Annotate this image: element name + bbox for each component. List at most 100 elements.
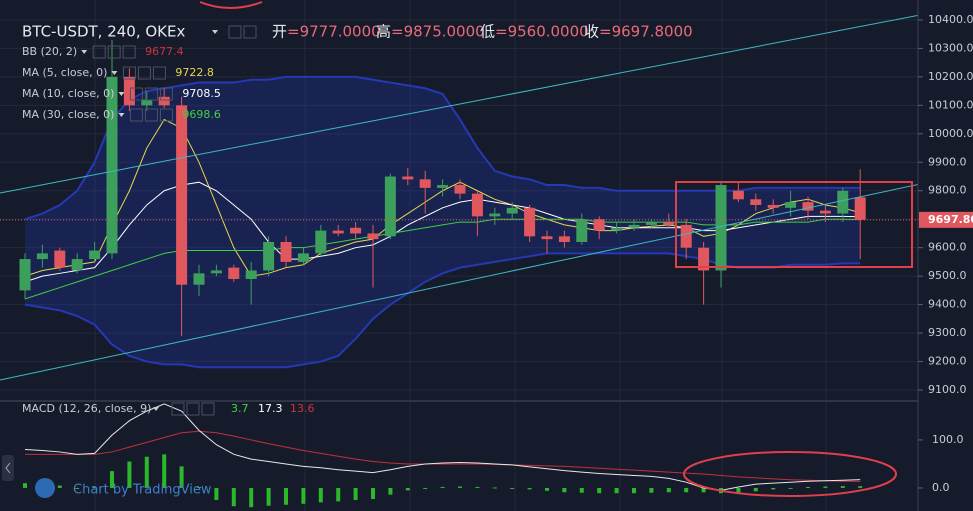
ohlc-value: =9697.8000: [599, 23, 693, 41]
histogram-bar: [753, 487, 758, 492]
candle-body: [645, 222, 657, 225]
candle-body: [732, 190, 744, 200]
candle-body: [176, 105, 188, 285]
candle-body: [158, 96, 170, 106]
indicator-button[interactable]: [107, 45, 121, 59]
candle-body: [663, 222, 675, 225]
last-price-tag: [919, 211, 973, 228]
histogram-bar: [127, 461, 132, 488]
candle-body: [715, 185, 727, 271]
histogram-bar: [788, 487, 793, 489]
indicator-button[interactable]: [159, 87, 173, 101]
candle-body: [819, 210, 831, 214]
candle-body: [315, 230, 327, 254]
candle-body: [71, 259, 83, 271]
histogram-bar: [771, 487, 776, 490]
candle-body: [437, 185, 449, 188]
ohlc-value: =9875.0000: [391, 23, 485, 41]
histogram-bar: [840, 486, 845, 488]
histogram-bar: [458, 486, 462, 488]
indicator-value: 9698.6: [182, 108, 221, 121]
price-pane: [0, 19, 918, 391]
candle-body: [454, 185, 466, 194]
scroll-button[interactable]: [2, 455, 14, 481]
candle-body: [785, 202, 797, 208]
indicator-button[interactable]: [186, 402, 200, 416]
histogram-bar: [858, 486, 863, 488]
candle-body: [384, 176, 396, 237]
indicator-button[interactable]: [159, 108, 173, 122]
indicator-button[interactable]: [171, 402, 185, 416]
histogram-bar: [527, 487, 532, 490]
y-tick-label: 10200.0: [928, 70, 973, 83]
dropdown: [153, 407, 159, 411]
indicator-button[interactable]: [122, 45, 136, 59]
candle-body: [628, 224, 640, 228]
candle-body: [123, 76, 135, 106]
dropdown: [118, 113, 125, 117]
histogram-bar: [597, 487, 602, 494]
indicator-button[interactable]: [129, 87, 143, 101]
ohlc-label: 低: [480, 23, 495, 41]
indicator-button[interactable]: [137, 66, 151, 80]
candle-body: [367, 233, 379, 240]
indicator-button[interactable]: [122, 66, 136, 80]
histogram-bar: [336, 487, 341, 502]
highlight-box: [675, 181, 913, 268]
indicator-button[interactable]: [152, 66, 166, 80]
candle-body: [297, 253, 309, 262]
indicator-button[interactable]: [144, 87, 158, 101]
histogram-bar: [475, 486, 480, 488]
histogram-bar: [266, 487, 271, 506]
dropdown: [111, 71, 118, 75]
candle-body: [350, 227, 362, 234]
histogram-bar: [23, 483, 27, 488]
indicator-value: 9722.8: [175, 66, 214, 79]
candle-body: [611, 227, 623, 231]
y-tick-label: 9900.0: [928, 155, 967, 168]
ohlc-label: 收: [584, 23, 599, 41]
trend-line: [0, 14, 918, 194]
indicator-name: MA (10, close, 0): [22, 87, 114, 100]
ohlc-value: =9777.0000: [287, 23, 381, 41]
histogram-bar: [545, 487, 549, 491]
histogram-bar: [823, 486, 828, 488]
candle-body: [750, 199, 762, 205]
histogram-bar: [301, 487, 306, 504]
candle-body: [89, 250, 101, 260]
chart-title: BTC-USDT, 240, OKEx: [22, 23, 185, 41]
indicator-button[interactable]: [201, 402, 215, 416]
logo: [35, 478, 55, 498]
indicator-button[interactable]: [144, 108, 158, 122]
candle-body: [419, 179, 431, 188]
indicator-button[interactable]: [243, 25, 257, 39]
histogram-bar: [701, 487, 706, 493]
histogram-bar: [353, 487, 358, 500]
candle-body: [698, 247, 710, 271]
histogram-bar: [492, 487, 497, 489]
histogram-bar: [562, 487, 567, 493]
y-tick-label: 10400.0: [928, 13, 973, 26]
candle-body: [141, 99, 153, 106]
indicator-button[interactable]: [129, 108, 143, 122]
histogram-bar: [231, 487, 236, 507]
dropdown: [118, 92, 125, 96]
y-tick-label: 100.0: [932, 433, 964, 446]
indicator-button[interactable]: [92, 45, 106, 59]
candle-body: [263, 241, 275, 271]
candle-body: [193, 273, 205, 285]
indicator-button[interactable]: [228, 25, 242, 39]
candle-body: [245, 270, 257, 280]
histogram-bar: [110, 471, 114, 488]
ohlc-label: 开: [272, 23, 287, 41]
band-area: [25, 76, 861, 368]
candle-body: [837, 190, 849, 214]
candle-body: [854, 197, 866, 220]
y-tick-label: 9500.0: [928, 269, 967, 282]
y-tick-label: 10300.0: [928, 41, 973, 54]
histogram-bar: [197, 486, 201, 488]
watermark: Chart by TradingView: [73, 483, 212, 498]
histogram-bar: [736, 487, 741, 494]
dropdown: [212, 30, 218, 34]
histogram-bar: [666, 487, 671, 493]
